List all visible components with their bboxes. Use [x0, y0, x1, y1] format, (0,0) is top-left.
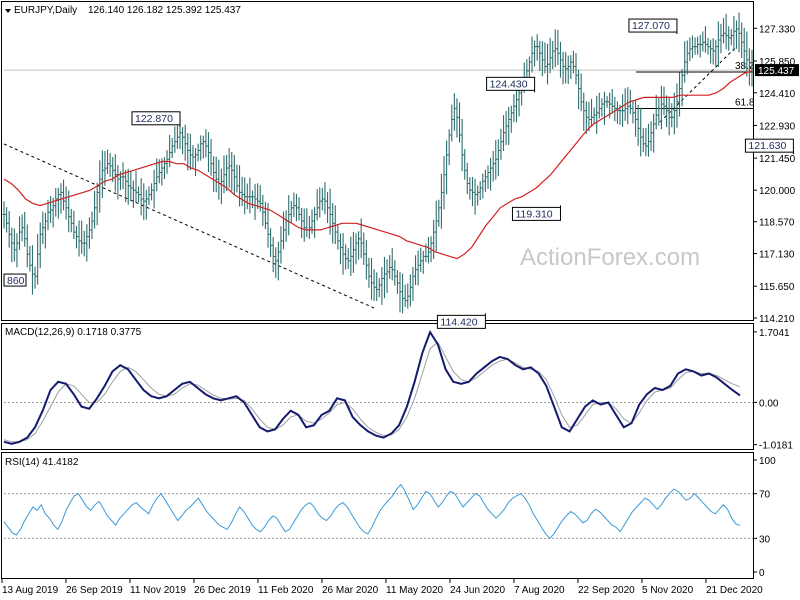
macd-series: 1.7041 0.00 -1.0181: [3, 328, 793, 452]
macd-panel-frame: [1, 323, 754, 450]
price-tick-label: 124.410: [759, 89, 796, 100]
price-tick-label: 117.130: [759, 250, 795, 261]
swing-label: 119.310: [515, 208, 552, 220]
price-tick-label: 114.210: [759, 314, 795, 325]
symbol-label: EURJPY,Daily: [14, 5, 77, 16]
swing-label-box: [131, 111, 181, 126]
rsi-series: 100 70 30 0: [3, 456, 776, 579]
price-tick-label: 122.930: [759, 121, 796, 132]
date-tick-label: 7 Aug 2020: [514, 585, 565, 596]
left-cut-label: 860: [7, 275, 25, 287]
swing-labels: 122.870 114.420 124.430 119.310 127.070 121.6…: [3, 18, 794, 329]
ohlc-readout: 126.140 126.182 125.392 125.437: [88, 5, 241, 16]
rsi-tick-label: 0: [759, 568, 765, 579]
rsi-title: RSI(14) 41.4182: [5, 457, 79, 468]
macd-line: [3, 329, 741, 445]
swing-label: 121.630: [748, 140, 786, 152]
price-overlays: 125.43738.2 61.8: [3, 47, 799, 309]
price-tick-label: 125.850: [759, 57, 796, 68]
date-tick-label: 11 May 2020: [386, 585, 444, 596]
swing-label: 122.870: [135, 113, 173, 125]
swing-label-box: [511, 206, 561, 221]
macd-tick-label: 1.7041: [759, 328, 790, 339]
fib-level-label: 61.8: [735, 97, 755, 108]
current-price-tag: [755, 64, 799, 77]
price-tick-label: 121.450: [759, 154, 796, 165]
date-tick-label: 26 Mar 2020: [322, 585, 379, 596]
price-axis-ticks: 127.330 125.850 124.410 122.930 121.450 120.0…: [753, 24, 796, 325]
macd-tick-label: -1.0181: [759, 441, 793, 452]
fib-level-label: 38.2: [735, 61, 755, 72]
rsi-tick-label: 30: [759, 534, 771, 545]
date-tick-label: 26 Dec 2019: [194, 585, 251, 596]
rsi-tick-label: 70: [759, 490, 771, 501]
watermark: ActionForex.com: [520, 244, 700, 271]
swing-label-box: [486, 76, 536, 91]
swing-label: 114.420: [440, 316, 477, 328]
price-panel-frame: [1, 1, 754, 321]
trend-line-down: [3, 143, 375, 309]
macd-tick-label: 0.00: [759, 398, 779, 409]
date-tick-label: 5 Nov 2020: [642, 585, 694, 596]
price-tick-label: 118.570: [759, 218, 795, 229]
swing-label-box: [436, 314, 486, 329]
price-bars: [2, 12, 754, 314]
date-tick-label: 22 Sep 2020: [578, 585, 635, 596]
swing-label-box: [744, 138, 794, 153]
moving-average: [3, 70, 753, 260]
price-tick-label: 115.650: [759, 282, 795, 293]
date-tick-label: 11 Feb 2020: [258, 585, 314, 596]
dropdown-arrow-icon: [5, 9, 11, 13]
date-tick-label: 26 Sep 2019: [66, 585, 123, 596]
ma-line: [3, 70, 753, 260]
price-tick-label: 127.330: [759, 24, 796, 35]
date-tick-label: 13 Aug 2019: [2, 585, 59, 596]
rsi-line: [3, 483, 741, 540]
rsi-tick-label: 100: [759, 456, 776, 467]
price-header: EURJPY,Daily 126.140 126.182 125.392 125…: [5, 5, 241, 16]
swing-label: 124.430: [490, 78, 528, 90]
date-tick-label: 11 Nov 2019: [130, 585, 186, 596]
swing-label: 127.070: [632, 20, 670, 32]
price-tick-label: 120.000: [759, 186, 796, 197]
current-price-label: 125.437: [758, 66, 795, 77]
left-cut-label-box: [3, 273, 27, 287]
date-axis: 13 Aug 2019 26 Sep 2019 11 Nov 2019 26 Dec …: [1, 579, 763, 596]
date-tick-label: 24 Jun 2020: [450, 585, 505, 596]
macd-title: MACD(12,26,9) 0.1718 0.3775: [5, 327, 142, 338]
date-tick-label: 21 Dec 2020: [706, 585, 763, 596]
swing-label-box: [628, 18, 678, 33]
